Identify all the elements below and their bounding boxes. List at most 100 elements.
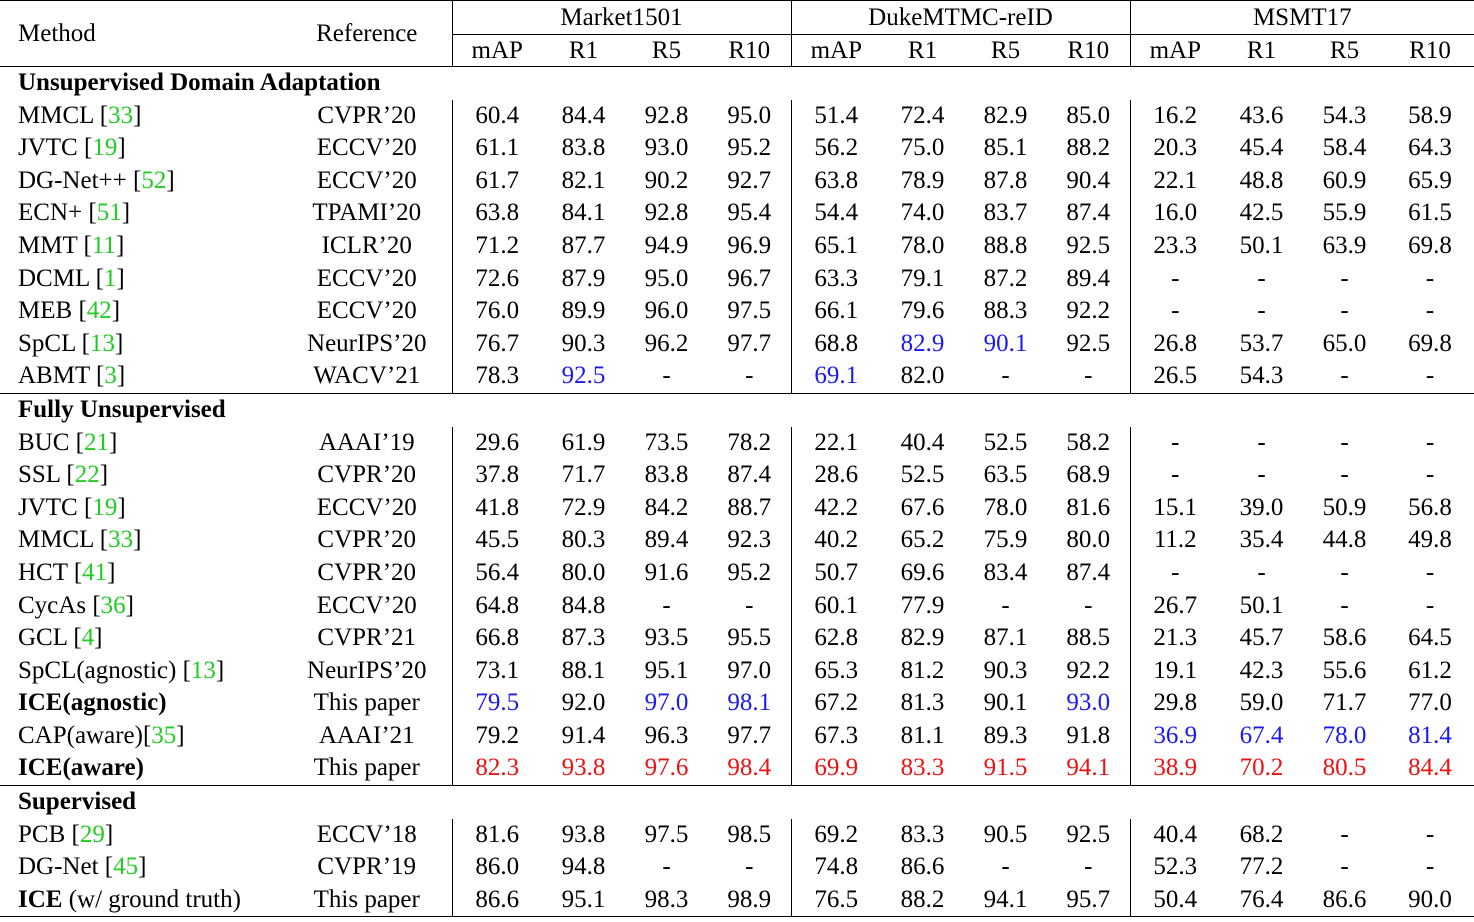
method-cell: SSL [22] [18,461,109,489]
citation-link[interactable]: 3 [104,362,117,390]
citation-link[interactable]: 51 [96,199,122,227]
citation-link[interactable]: 21 [83,428,109,456]
metric-value-cell: 84.2 [644,493,689,521]
citation-link[interactable]: 45 [113,853,139,881]
metric-value-cell: - [662,591,671,619]
citation-link[interactable]: 52 [141,166,167,194]
citation-link[interactable]: 13 [90,329,115,357]
metric-value-cell: - [1340,853,1349,881]
citation-link[interactable]: 33 [108,101,134,129]
metric-value-cell: 86.6 [1303,883,1387,918]
metric-value-cell: 58.9 [1408,101,1452,129]
citation-link[interactable]: 42 [86,297,112,325]
metric-value-cell: 92.7 [727,166,772,194]
reference-cell: This paper [282,883,452,918]
metric-value-cell: 40.2 [790,524,882,557]
reference-cell: CVPR’20 [317,558,417,586]
metric-header: mAP [451,34,542,67]
metric-value-cell: 90.5 [983,820,1028,848]
metric-value-cell: - [1257,558,1266,586]
metric-header: mAP [1129,34,1221,67]
metric-value-cell: 71.7 [1322,689,1367,717]
citation-link[interactable]: 11 [91,231,116,259]
method-cell: DCML [1] [18,264,125,292]
table-row: SpCL(agnostic) [13] NeurIPS’20 73.1 88.1 95.… [0,654,1474,688]
metric-value-cell: - [1340,428,1349,456]
table-row: CycAs [36] ECCV’20 64.8 84.8 - - 60.1 77.9 - - 26.… [0,589,1474,623]
metric-value-cell: 79.2 [451,719,542,753]
citation-link[interactable]: 35 [151,721,177,749]
metric-value-cell: 82.0 [900,362,945,390]
metric-value-cell: 95.4 [727,199,772,227]
metric-value-cell: - [1340,461,1349,489]
metric-value-cell: 97.6 [644,754,689,782]
metric-value-cell: 45.7 [1239,624,1284,652]
metric-value-cell: 90.4 [1066,166,1111,194]
section-header-row: Supervised [0,785,1474,819]
citation-link[interactable]: 1 [103,264,117,292]
metric-value-cell: 87.9 [561,264,606,292]
metric-value-cell: 35.4 [1239,526,1284,554]
metric-value-cell: 65.1 [790,229,882,263]
metric-value-cell: 49.8 [1408,526,1452,554]
metric-value-cell: 72.9 [561,493,606,521]
metric-value-cell: 96.3 [644,721,689,749]
metric-value-cell: 82.9 [900,624,945,652]
table-row: DG-Net [45] CVPR’19 86.0 94.8 - - 74.8 86.6 - - 52… [0,851,1474,884]
metric-value-cell: 87.8 [983,166,1028,194]
metric-value-cell: 21.3 [1129,622,1221,655]
citation-link[interactable]: 13 [190,656,216,684]
metric-value-cell: 68.8 [790,327,882,361]
metric-value-cell: 95.2 [727,134,772,162]
metric-value-cell: 28.6 [790,459,882,492]
method-cell: MEB [42] [18,297,121,325]
metric-value-cell: 78.0 [900,231,945,259]
reference-cell: CVPR’20 [317,101,417,129]
metric-value-cell: - [1084,362,1093,390]
metric-value-cell: 40.4 [1129,818,1221,852]
method-name: ECN+ [18,199,83,227]
metric-value-cell: 74.8 [790,851,882,884]
metric-value-cell: 85.0 [1066,101,1111,129]
metric-value-cell: 50.4 [1129,883,1221,918]
metric-value-cell: 77.2 [1239,853,1284,881]
metric-value-cell: 87.7 [561,231,606,259]
citation-link[interactable]: 41 [82,558,108,586]
table-row: GCL [4] CVPR’21 66.8 87.3 93.5 95.5 62.8 82.9 87… [0,622,1474,655]
metric-value-cell: 78.0 [1322,721,1367,749]
metric-header: R5 [1303,34,1387,67]
metric-value-cell: 69.8 [1408,231,1452,259]
metric-value-cell: 60.4 [451,99,542,133]
metric-value-cell: 19.1 [1129,654,1221,688]
metric-value-cell: 45.4 [1239,134,1284,162]
metric-value-cell: 42.2 [790,491,882,525]
metric-value-cell: - [1129,459,1221,492]
citation-link[interactable]: 29 [79,820,105,848]
citation-link[interactable]: 19 [92,134,118,162]
method-cell: ICE (w/ ground truth) [0,883,282,918]
metric-value-cell: 15.1 [1129,491,1221,525]
metric-value-cell: - [745,591,754,619]
metric-header: mAP [790,34,882,67]
metric-value-cell: - [745,853,754,881]
metric-value-cell: 97.7 [727,329,772,357]
metric-value-cell: 67.6 [900,493,945,521]
metric-value-cell: 82.3 [451,752,542,786]
metric-value-cell: 85.1 [983,134,1028,162]
metric-value-cell: 50.9 [1322,493,1367,521]
table-row: JVTC [19] ECCV’20 61.1 83.8 93.0 95.2 56.2 75.0… [0,132,1474,165]
metric-value-cell: 89.3 [983,721,1028,749]
citation-link[interactable]: 19 [92,493,118,521]
metric-value-cell: 75.9 [983,526,1028,554]
citation-link[interactable]: 22 [74,461,100,489]
citation-link[interactable]: 36 [100,591,126,619]
citation-link[interactable]: 4 [81,624,95,652]
metric-value-cell: 77.0 [1408,689,1452,717]
metric-value-cell: 56.2 [790,132,882,165]
metric-value-cell: 51.4 [790,99,882,133]
citation-link[interactable]: 33 [108,526,134,554]
reference-cell: CVPR’20 [317,461,417,489]
metric-value-cell: 97.5 [727,297,772,325]
metric-value-cell: - [1425,461,1435,489]
metric-value-cell: 61.9 [561,428,606,456]
